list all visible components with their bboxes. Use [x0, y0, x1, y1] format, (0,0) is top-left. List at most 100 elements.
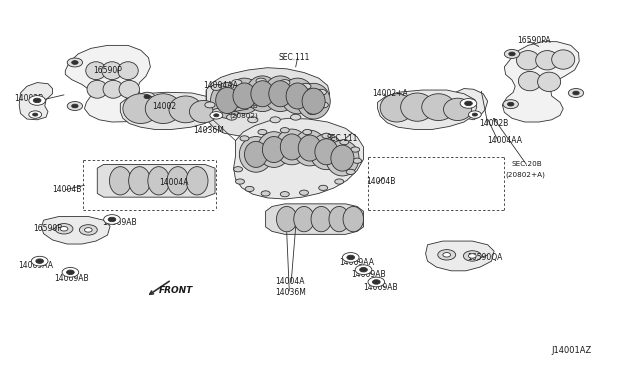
- Circle shape: [319, 185, 328, 190]
- Circle shape: [301, 83, 311, 89]
- Text: (20802+A): (20802+A): [506, 171, 545, 178]
- Ellipse shape: [293, 130, 326, 166]
- Circle shape: [509, 52, 515, 56]
- Circle shape: [62, 267, 79, 277]
- Ellipse shape: [538, 72, 561, 92]
- Ellipse shape: [169, 96, 202, 123]
- Text: 14004B: 14004B: [52, 185, 82, 194]
- Circle shape: [245, 186, 254, 192]
- Circle shape: [347, 255, 355, 260]
- Polygon shape: [97, 164, 215, 197]
- Circle shape: [248, 117, 258, 123]
- Text: 14069AA: 14069AA: [339, 258, 374, 267]
- Circle shape: [372, 280, 380, 284]
- Circle shape: [322, 133, 331, 138]
- Circle shape: [360, 267, 367, 272]
- Polygon shape: [266, 204, 364, 234]
- Ellipse shape: [145, 94, 181, 124]
- Circle shape: [335, 179, 344, 184]
- Polygon shape: [451, 89, 488, 120]
- Ellipse shape: [422, 94, 455, 121]
- Circle shape: [504, 49, 520, 58]
- Circle shape: [261, 191, 270, 196]
- Circle shape: [256, 78, 266, 84]
- Circle shape: [236, 179, 244, 184]
- Circle shape: [29, 111, 42, 118]
- Circle shape: [353, 158, 362, 163]
- Ellipse shape: [233, 83, 256, 109]
- Circle shape: [443, 253, 451, 257]
- Ellipse shape: [401, 93, 434, 121]
- Ellipse shape: [167, 167, 189, 195]
- Ellipse shape: [211, 83, 244, 118]
- Ellipse shape: [228, 78, 261, 114]
- Circle shape: [318, 102, 328, 108]
- Ellipse shape: [275, 129, 308, 165]
- Text: (20802): (20802): [229, 113, 258, 119]
- Polygon shape: [65, 45, 152, 122]
- Circle shape: [300, 190, 308, 195]
- Text: 14069AB: 14069AB: [102, 218, 137, 227]
- Polygon shape: [19, 83, 52, 120]
- Ellipse shape: [87, 80, 108, 98]
- Polygon shape: [42, 217, 110, 244]
- Circle shape: [508, 102, 514, 106]
- Ellipse shape: [298, 135, 321, 161]
- Ellipse shape: [444, 98, 472, 121]
- Ellipse shape: [380, 94, 413, 122]
- Circle shape: [211, 84, 221, 90]
- Circle shape: [573, 91, 579, 95]
- Circle shape: [463, 251, 481, 261]
- Circle shape: [232, 80, 242, 86]
- Text: 14004AA: 14004AA: [488, 136, 523, 145]
- Circle shape: [67, 270, 74, 275]
- Ellipse shape: [86, 62, 106, 80]
- Circle shape: [67, 58, 83, 67]
- Text: 14004A: 14004A: [159, 178, 188, 187]
- Ellipse shape: [552, 50, 575, 69]
- Text: SEC.20B: SEC.20B: [512, 161, 543, 167]
- Circle shape: [460, 99, 477, 108]
- Circle shape: [84, 228, 92, 232]
- Circle shape: [36, 259, 44, 263]
- Circle shape: [468, 254, 476, 258]
- Circle shape: [210, 112, 223, 119]
- Circle shape: [214, 114, 219, 117]
- Ellipse shape: [297, 83, 330, 119]
- Circle shape: [307, 109, 317, 115]
- Circle shape: [227, 114, 237, 120]
- Ellipse shape: [118, 62, 138, 80]
- Circle shape: [316, 89, 326, 95]
- Circle shape: [280, 128, 289, 133]
- Ellipse shape: [103, 80, 124, 98]
- Circle shape: [33, 113, 38, 116]
- Circle shape: [340, 140, 349, 145]
- Circle shape: [291, 114, 301, 120]
- Text: 14002+A: 14002+A: [372, 89, 408, 98]
- Text: 16590P: 16590P: [93, 66, 122, 75]
- Circle shape: [240, 136, 249, 141]
- Circle shape: [303, 129, 312, 135]
- Ellipse shape: [189, 100, 218, 123]
- Ellipse shape: [302, 88, 325, 114]
- Circle shape: [108, 217, 116, 222]
- Polygon shape: [426, 241, 494, 271]
- Circle shape: [351, 147, 360, 152]
- Circle shape: [60, 227, 68, 231]
- Ellipse shape: [315, 139, 338, 165]
- Circle shape: [258, 129, 267, 135]
- Ellipse shape: [269, 81, 292, 107]
- Circle shape: [368, 277, 385, 287]
- Circle shape: [29, 96, 45, 105]
- Ellipse shape: [239, 137, 273, 172]
- Circle shape: [104, 215, 120, 224]
- Circle shape: [280, 192, 289, 197]
- Text: 14069AB: 14069AB: [351, 270, 385, 279]
- Text: 16590R: 16590R: [33, 224, 63, 233]
- Text: 14004AA: 14004AA: [204, 81, 239, 90]
- Circle shape: [465, 101, 472, 106]
- Text: 14002: 14002: [152, 102, 177, 110]
- Circle shape: [33, 98, 41, 103]
- Polygon shape: [120, 92, 218, 129]
- Ellipse shape: [119, 80, 140, 98]
